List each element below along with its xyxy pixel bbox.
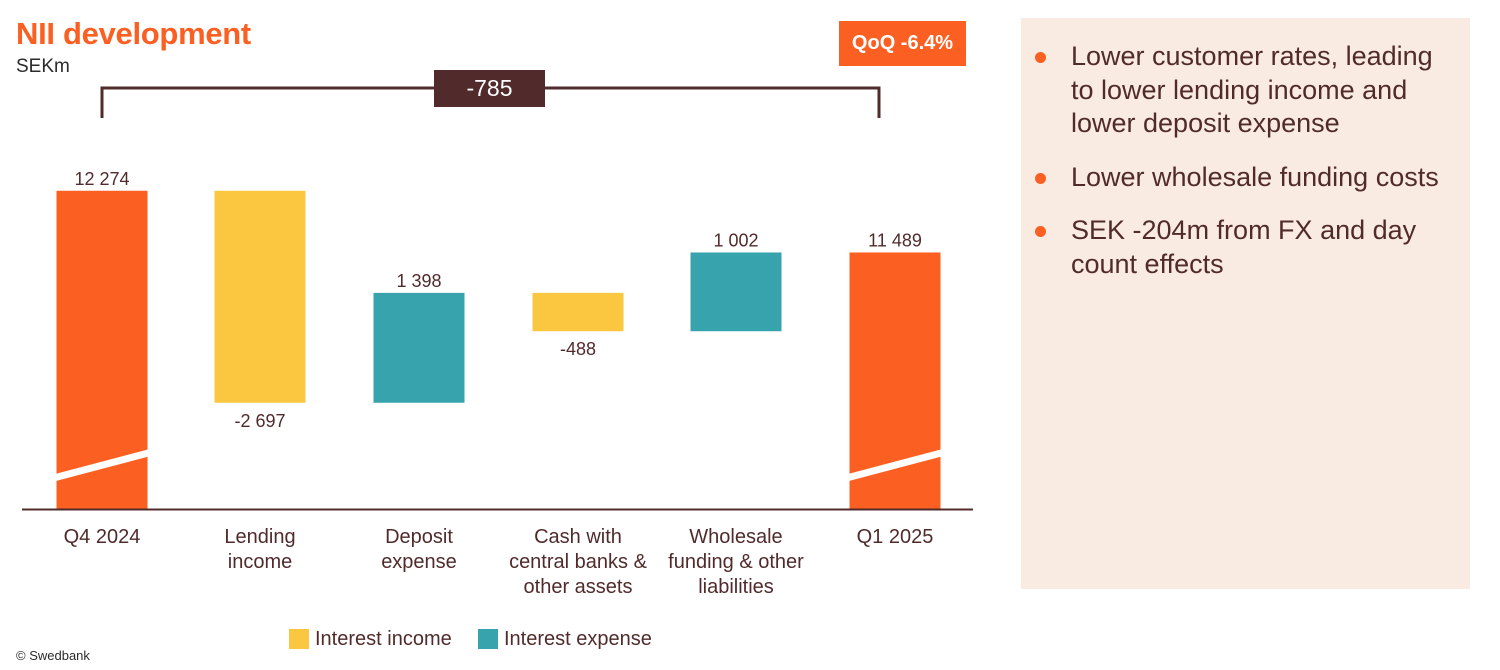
- bar-4: [690, 252, 782, 332]
- qoq-badge: QoQ -6.4%: [839, 21, 966, 66]
- value-label-4: 1 002: [713, 230, 758, 250]
- value-label-1: -2 697: [234, 411, 285, 431]
- bar-2: [373, 292, 465, 403]
- commentary-bullet: Lower customer rates, leading to lower l…: [1035, 40, 1458, 141]
- bar-1: [214, 190, 306, 403]
- legend-item-interest-income: Interest income: [289, 626, 452, 652]
- category-label-3: other assets: [524, 576, 633, 598]
- legend-item-interest-expense: Interest expense: [478, 626, 652, 652]
- bullet-dot-icon: [1035, 226, 1046, 237]
- bullet-dot-icon: [1035, 52, 1046, 63]
- legend-label-interest-income: Interest income: [315, 627, 452, 650]
- commentary-bullet: SEK -204m from FX and day count effects: [1035, 214, 1458, 281]
- category-label-4: Wholesale: [689, 526, 782, 548]
- category-label-2: expense: [381, 551, 457, 573]
- bullet-text: Lower wholesale funding costs: [1071, 161, 1439, 192]
- commentary-list: Lower customer rates, leading to lower l…: [1021, 18, 1470, 281]
- value-label-5: 11 489: [868, 230, 922, 250]
- value-label-2: 1 398: [396, 271, 441, 291]
- unit-label: SEKm: [16, 56, 70, 77]
- legend-label-interest-expense: Interest expense: [504, 627, 652, 650]
- waterfall-chart: 12 274 -2 697 1 398 -488 1 002 11 489 Q4 2024 L…: [22, 70, 973, 598]
- bar-3: [532, 292, 624, 332]
- chart-title: NII development: [16, 16, 251, 51]
- value-label-3: -488: [560, 339, 596, 359]
- total-change-label: -785: [466, 75, 512, 101]
- axis-break-mark-5: [838, 448, 946, 484]
- bar-0: [56, 190, 148, 509]
- category-label-2: Deposit: [385, 526, 453, 548]
- value-label-0: 12 274: [74, 169, 129, 189]
- axis-break-mark-0: [45, 448, 153, 484]
- category-label-4: liabilities: [698, 576, 774, 598]
- total-change-box: [434, 70, 545, 107]
- copyright-footer: © Swedbank: [16, 648, 90, 663]
- category-label-1: Lending: [224, 526, 295, 548]
- category-label-0: Q4 2024: [64, 526, 141, 548]
- category-label-3: Cash with: [534, 526, 622, 548]
- bullet-dot-icon: [1035, 172, 1046, 184]
- bullet-text: Lower customer rates, leading to lower l…: [1071, 41, 1433, 138]
- commentary-panel: Lower customer rates, leading to lower l…: [1021, 18, 1470, 589]
- legend-swatch-interest-income: [289, 629, 309, 649]
- category-label-4: funding & other: [668, 551, 804, 573]
- commentary-bullet: Lower wholesale funding costs: [1035, 161, 1458, 195]
- bullet-text: SEK -204m from FX and day count effects: [1071, 215, 1417, 279]
- category-label-5: Q1 2025: [857, 526, 934, 548]
- category-label-1: income: [228, 551, 292, 573]
- category-label-3: central banks &: [509, 551, 648, 573]
- legend-swatch-interest-expense: [478, 629, 498, 649]
